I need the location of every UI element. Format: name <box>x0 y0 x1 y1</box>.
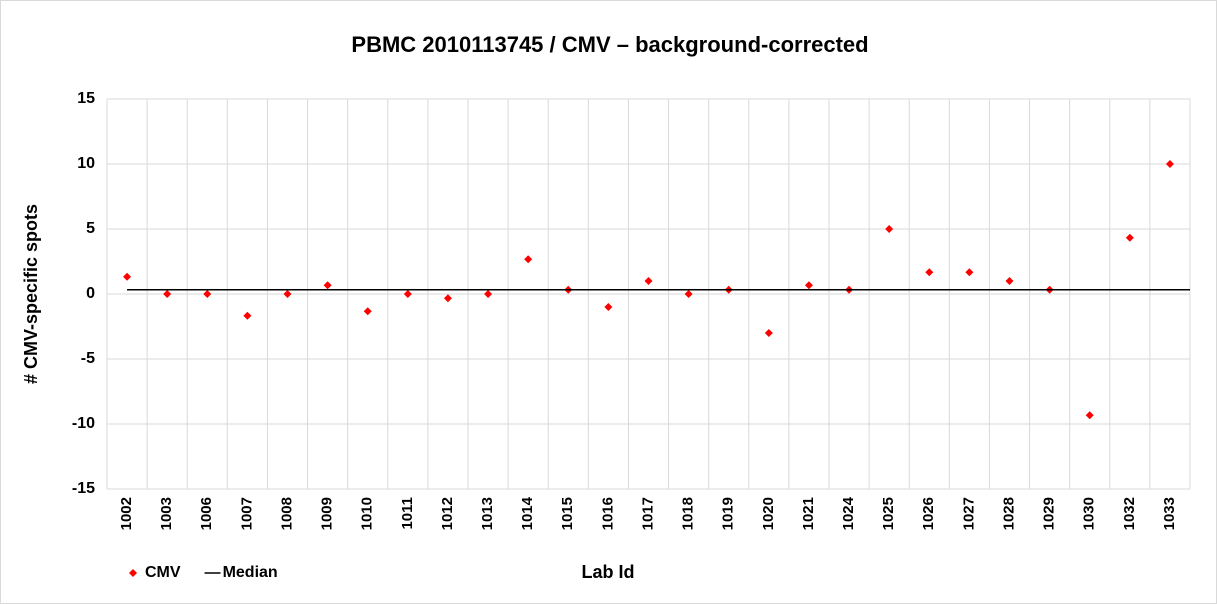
point <box>684 290 693 298</box>
x-tick-label: 1024 <box>840 496 857 530</box>
x-tick-label: 1014 <box>519 496 536 530</box>
point <box>443 294 452 303</box>
y-tick-label: -5 <box>81 350 95 367</box>
chart-title: PBMC 2010113745 / CMV – background-corre… <box>351 32 868 57</box>
x-tick-label: 1025 <box>880 497 897 530</box>
y-tick-label: -15 <box>72 480 95 497</box>
x-tick-label: 1018 <box>680 497 697 530</box>
x-tick-label: 1019 <box>720 497 737 530</box>
point <box>804 281 813 290</box>
y-tick-label: 0 <box>86 285 95 302</box>
x-tick-label: 1007 <box>238 497 255 530</box>
point <box>123 272 132 281</box>
point <box>925 268 934 277</box>
point <box>1125 233 1134 242</box>
point <box>604 303 613 311</box>
legend-label: CMV <box>145 564 181 581</box>
point <box>885 225 894 233</box>
x-tick-label: 1027 <box>960 497 977 530</box>
x-tick-label: 1008 <box>278 497 295 530</box>
x-tick-label: 1020 <box>760 497 777 530</box>
y-axis-label: # CMV-specific spots <box>21 204 41 384</box>
point <box>1005 277 1014 285</box>
x-tick-label: 1016 <box>599 497 616 530</box>
legend-marker <box>129 569 137 577</box>
x-tick-label: 1015 <box>559 497 576 530</box>
x-tick-label: 1032 <box>1121 497 1138 530</box>
y-tick-label: -10 <box>72 415 95 432</box>
x-tick-label: 1033 <box>1161 497 1178 530</box>
x-tick-label: 1002 <box>118 497 135 530</box>
point <box>1165 160 1174 168</box>
point <box>403 290 412 298</box>
y-tick-label: 10 <box>77 155 95 172</box>
x-tick-label: 1010 <box>359 497 376 530</box>
x-tick-label: 1026 <box>920 497 937 530</box>
point <box>965 268 974 277</box>
y-tick-label: 15 <box>77 90 95 107</box>
point <box>283 290 292 298</box>
x-tick-label: 1030 <box>1081 497 1098 530</box>
point <box>203 290 212 298</box>
point <box>1085 411 1094 420</box>
x-tick-label: 1017 <box>639 497 656 530</box>
point <box>163 290 172 298</box>
y-tick-label: 5 <box>86 220 95 237</box>
point <box>363 307 372 316</box>
x-tick-label: 1012 <box>439 497 456 530</box>
point <box>323 281 332 290</box>
x-tick-label: 1021 <box>800 497 817 530</box>
legend-label: Median <box>223 564 278 581</box>
x-tick-label: 1013 <box>479 497 496 530</box>
point <box>644 277 653 285</box>
x-tick-label: 1011 <box>399 497 416 530</box>
point <box>484 290 493 298</box>
x-tick-label: 1003 <box>158 497 175 530</box>
point <box>243 311 252 320</box>
point <box>524 255 533 264</box>
x-tick-label: 1006 <box>198 497 215 530</box>
x-tick-label: 1029 <box>1041 497 1058 530</box>
x-axis-label: Lab Id <box>582 562 635 582</box>
x-tick-label: 1028 <box>1000 497 1017 530</box>
x-tick-label: 1009 <box>319 497 336 530</box>
point <box>764 329 773 337</box>
